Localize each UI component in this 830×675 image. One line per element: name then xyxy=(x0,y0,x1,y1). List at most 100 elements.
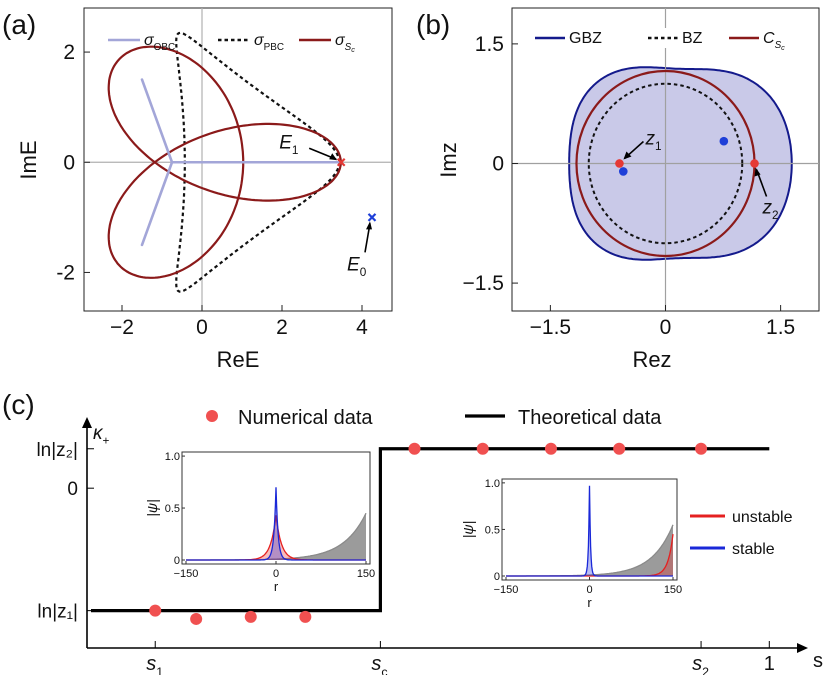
panel-a-ytick-label: 2 xyxy=(63,41,75,64)
inset-legend-label-stable: stable xyxy=(732,541,775,558)
legend-marker-numerical xyxy=(206,410,218,422)
legend-label-sub: S xyxy=(775,40,782,51)
point-label-z1-sub: 1 xyxy=(655,140,662,153)
left-inset-ytick-label: 0.5 xyxy=(165,503,180,515)
point-label-E0: E0 xyxy=(347,254,367,279)
panel-c-xaxis-arrow xyxy=(797,643,808,653)
panel-c-xtick-label-main: s xyxy=(146,653,156,675)
point-label-z1-main: z xyxy=(644,128,655,149)
panel-c-axes: κ+sln|z₂|0ln|z₁|s1 sc s2 1 xyxy=(36,417,823,675)
panel-a-plot-area: E1 E0 xyxy=(107,31,377,293)
right-inset-stable-line xyxy=(506,485,673,577)
panel-a-xtick-label: 0 xyxy=(196,316,208,339)
legend-label-theoretical: Theoretical data xyxy=(518,407,662,429)
panel-a-ytick-label: -2 xyxy=(56,261,75,284)
legend-bg xyxy=(531,28,623,48)
arrowhead-E0 xyxy=(366,221,372,230)
legend-label-main: GBZ xyxy=(569,30,602,47)
point-numerical xyxy=(408,442,421,455)
legend-label: σPBC xyxy=(254,32,284,53)
panel-c-xtick-label-main: s xyxy=(692,653,702,675)
panel-b-xtick-label: 1.5 xyxy=(766,316,795,339)
legend-label: σOBC xyxy=(144,32,175,53)
panel-a-xtick-label: 2 xyxy=(276,316,288,339)
panel-label-c: (c) xyxy=(2,389,35,420)
panel-c-ylabel: κ+ xyxy=(93,423,110,448)
point-E1-stroke xyxy=(336,157,346,167)
panel-c-xtick-label-sub: 2 xyxy=(702,665,709,675)
legend-label: σSc xyxy=(335,32,355,54)
panel-c-xtick-label-sub: 1 xyxy=(156,665,163,675)
panel-c-xtick-label: 1 xyxy=(764,653,775,675)
point-numerical xyxy=(244,610,257,623)
panel-b-xtick-label: −1.5 xyxy=(530,316,571,339)
panel-c-xtick-label-main: s xyxy=(371,653,381,675)
panel-a-ytick-label: 0 xyxy=(63,151,75,174)
panel-c-plot-area xyxy=(91,442,770,625)
point-label-E1-sub: 1 xyxy=(292,144,299,157)
panel-c-inset-legend: unstable stable xyxy=(690,509,793,558)
legend-label-main: C xyxy=(763,30,775,47)
point-numerical xyxy=(299,610,312,623)
panel-c-ytick-label: ln|z₁| xyxy=(37,602,78,623)
point-label-z1: z1 xyxy=(644,128,661,153)
panel-a-xtick-label: 4 xyxy=(356,316,368,339)
right-inset-xlabel: r xyxy=(587,595,592,610)
panel-a-ticks: −2 0 2 4 -2 0 2 xyxy=(56,41,368,339)
right-inset-ylabel: |ψ| xyxy=(460,521,476,538)
panel-b-ytick-label: −1.5 xyxy=(463,272,504,295)
panel-b-legend: GBZ BZ CSc xyxy=(531,28,807,52)
panel-b-ylabel: Imz xyxy=(436,142,461,177)
point-label-E1: E1 xyxy=(279,132,298,157)
legend-bg xyxy=(725,28,807,48)
right-inset-stable-fill xyxy=(506,485,673,576)
panel-a-zero-lines xyxy=(84,8,392,311)
left-inset-xtick-label: 150 xyxy=(357,568,375,580)
panel-b-xlabel: Rez xyxy=(632,347,671,372)
right-inset-ytick-label: 1.0 xyxy=(485,478,500,490)
inset-legend-label-unstable: unstable xyxy=(732,509,793,526)
series-sigma-obc-segment xyxy=(140,160,174,247)
point-numerical xyxy=(613,442,626,455)
point-blue-1 xyxy=(618,167,628,176)
panel-c-xtick-label: sc xyxy=(371,653,387,675)
series-sigma-obc-segment xyxy=(140,78,174,164)
point-numerical xyxy=(149,604,162,617)
point-numerical xyxy=(695,442,708,455)
point-blue-2 xyxy=(719,136,729,146)
panel-c-ytick-label: ln|z₂| xyxy=(36,440,78,461)
panel-a-frame xyxy=(83,7,393,312)
right-inset-xtick-label: 150 xyxy=(664,584,682,596)
panel-label-a: (a) xyxy=(2,9,36,40)
point-numerical xyxy=(544,442,557,455)
arrowhead-z1 xyxy=(623,151,632,160)
right-inset-gray-fill xyxy=(506,524,673,576)
panel-c-xtick-label-sub: c xyxy=(381,665,387,675)
panel-c-ylabel-main: κ xyxy=(93,423,104,444)
legend-label-main: BZ xyxy=(682,30,703,47)
panel-c-xtick-label: s2 xyxy=(692,653,709,675)
right-inset-ytick-label: 0 xyxy=(494,571,500,583)
panel-c-ylabel-sub: + xyxy=(103,435,110,448)
left-inset-ytick-label: 1.0 xyxy=(165,451,180,463)
left-inset-unstable-fill xyxy=(186,515,366,560)
legend-label-subsub: c xyxy=(351,45,355,54)
panel-c: κ+sln|z₂|0ln|z₁|s1 sc s2 1 Numerical data Th… xyxy=(36,407,823,675)
legend-bg xyxy=(644,28,714,48)
point-label-z2-main: z xyxy=(762,197,773,218)
panel-c-yaxis-arrow xyxy=(82,417,92,428)
point-label-E0-sub: 0 xyxy=(360,266,367,279)
legend-label-main: σ xyxy=(144,32,155,49)
left-inset-stable-fill xyxy=(186,487,366,560)
legend-label-sub: PBC xyxy=(264,42,284,53)
legend-label-subsub: c xyxy=(781,43,785,52)
left-inset-ytick-label: 0 xyxy=(174,555,180,567)
legend-label: CSc xyxy=(763,30,785,52)
point-label-z2: z2 xyxy=(762,197,779,222)
legend-label: BZ xyxy=(682,30,703,47)
